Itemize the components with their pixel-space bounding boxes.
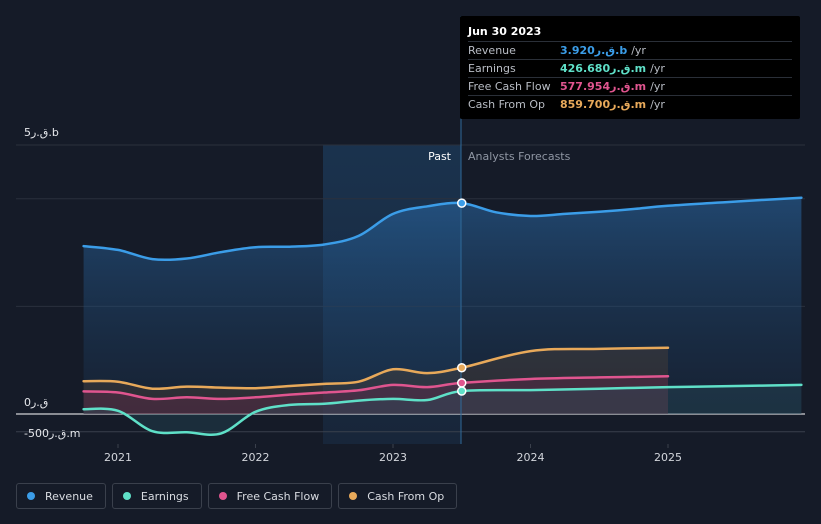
tooltip-unit: /yr (650, 62, 665, 75)
x-tick-label: 2021 (104, 451, 132, 464)
legend-item-cash-from-op[interactable]: Cash From Op (338, 483, 458, 509)
x-tick-label: 2024 (517, 451, 545, 464)
tooltip-value: 3.920ق.ر.b (560, 44, 628, 57)
series-area-revenue (83, 197, 802, 414)
series-area-cash-from-op (83, 347, 669, 414)
past-label: Past (428, 150, 452, 163)
tooltip-value: 577.954ق.ر.m (560, 80, 647, 93)
x-tick-label: 2023 (379, 451, 407, 464)
legend: Revenue Earnings Free Cash Flow Cash Fro… (16, 483, 458, 509)
tooltip-row-earnings: Earnings 426.680ق.ر.m /yr (468, 59, 792, 77)
tooltip-date: Jun 30 2023 (468, 25, 542, 38)
data-point-revenue (457, 198, 467, 208)
tooltip-unit: /yr (650, 98, 665, 111)
series-area-free-cash-flow (83, 376, 669, 414)
y-tick-label: 5ق.ر.b (24, 126, 59, 139)
x-tick-label: 2025 (654, 451, 682, 464)
legend-dot-icon (122, 492, 131, 500)
tooltip-unit: /yr (650, 80, 665, 93)
tooltip-label: Revenue (468, 44, 516, 57)
tooltip-label: Free Cash Flow (468, 80, 551, 93)
legend-label: Cash From Op (367, 489, 445, 503)
legend-label: Earnings (140, 489, 189, 503)
legend-label: Free Cash Flow (236, 489, 320, 503)
x-tick-label: 2022 (242, 451, 270, 464)
y-tick-label: -500ق.ر.m (24, 427, 81, 440)
legend-dot-icon (349, 492, 358, 500)
series-line-revenue (82, 196, 803, 262)
legend-dot-icon (218, 492, 227, 500)
data-point-cash-from-op (457, 362, 467, 373)
legend-item-revenue[interactable]: Revenue (16, 483, 106, 509)
legend-item-earnings[interactable]: Earnings (111, 483, 202, 509)
tooltip-value: 426.680ق.ر.m (560, 62, 647, 75)
tooltip-unit: /yr (631, 44, 646, 57)
tooltip-row-free-cash-flow: Free Cash Flow 577.954ق.ر.m /yr (468, 77, 792, 95)
tooltip-row-cash-from-op: Cash From Op 859.700ق.ر.m /yr (468, 95, 792, 113)
y-tick-label: 0ق.ر (24, 396, 48, 409)
series-line-free-cash-flow (82, 375, 670, 401)
legend-item-free-cash-flow[interactable]: Free Cash Flow (207, 483, 333, 509)
series-line-cash-from-op (82, 346, 670, 391)
tooltip-label: Earnings (468, 62, 516, 75)
forecast-label: Analysts Forecasts (468, 150, 571, 163)
tooltip-value: 859.700ق.ر.m (560, 98, 647, 111)
series-area-earnings (83, 384, 802, 435)
tooltip-row-revenue: Revenue 3.920ق.ر.b /yr (468, 41, 792, 59)
tooltip-label: Cash From Op (468, 98, 546, 111)
legend-dot-icon (27, 492, 35, 500)
data-point-earnings (457, 386, 467, 396)
data-point-free-cash-flow (457, 378, 467, 388)
legend-label: Revenue (45, 489, 93, 503)
tooltip: Jun 30 2023 Revenue 3.920ق.ر.b /yr Earni… (460, 16, 800, 119)
series-line-earnings (82, 383, 803, 436)
